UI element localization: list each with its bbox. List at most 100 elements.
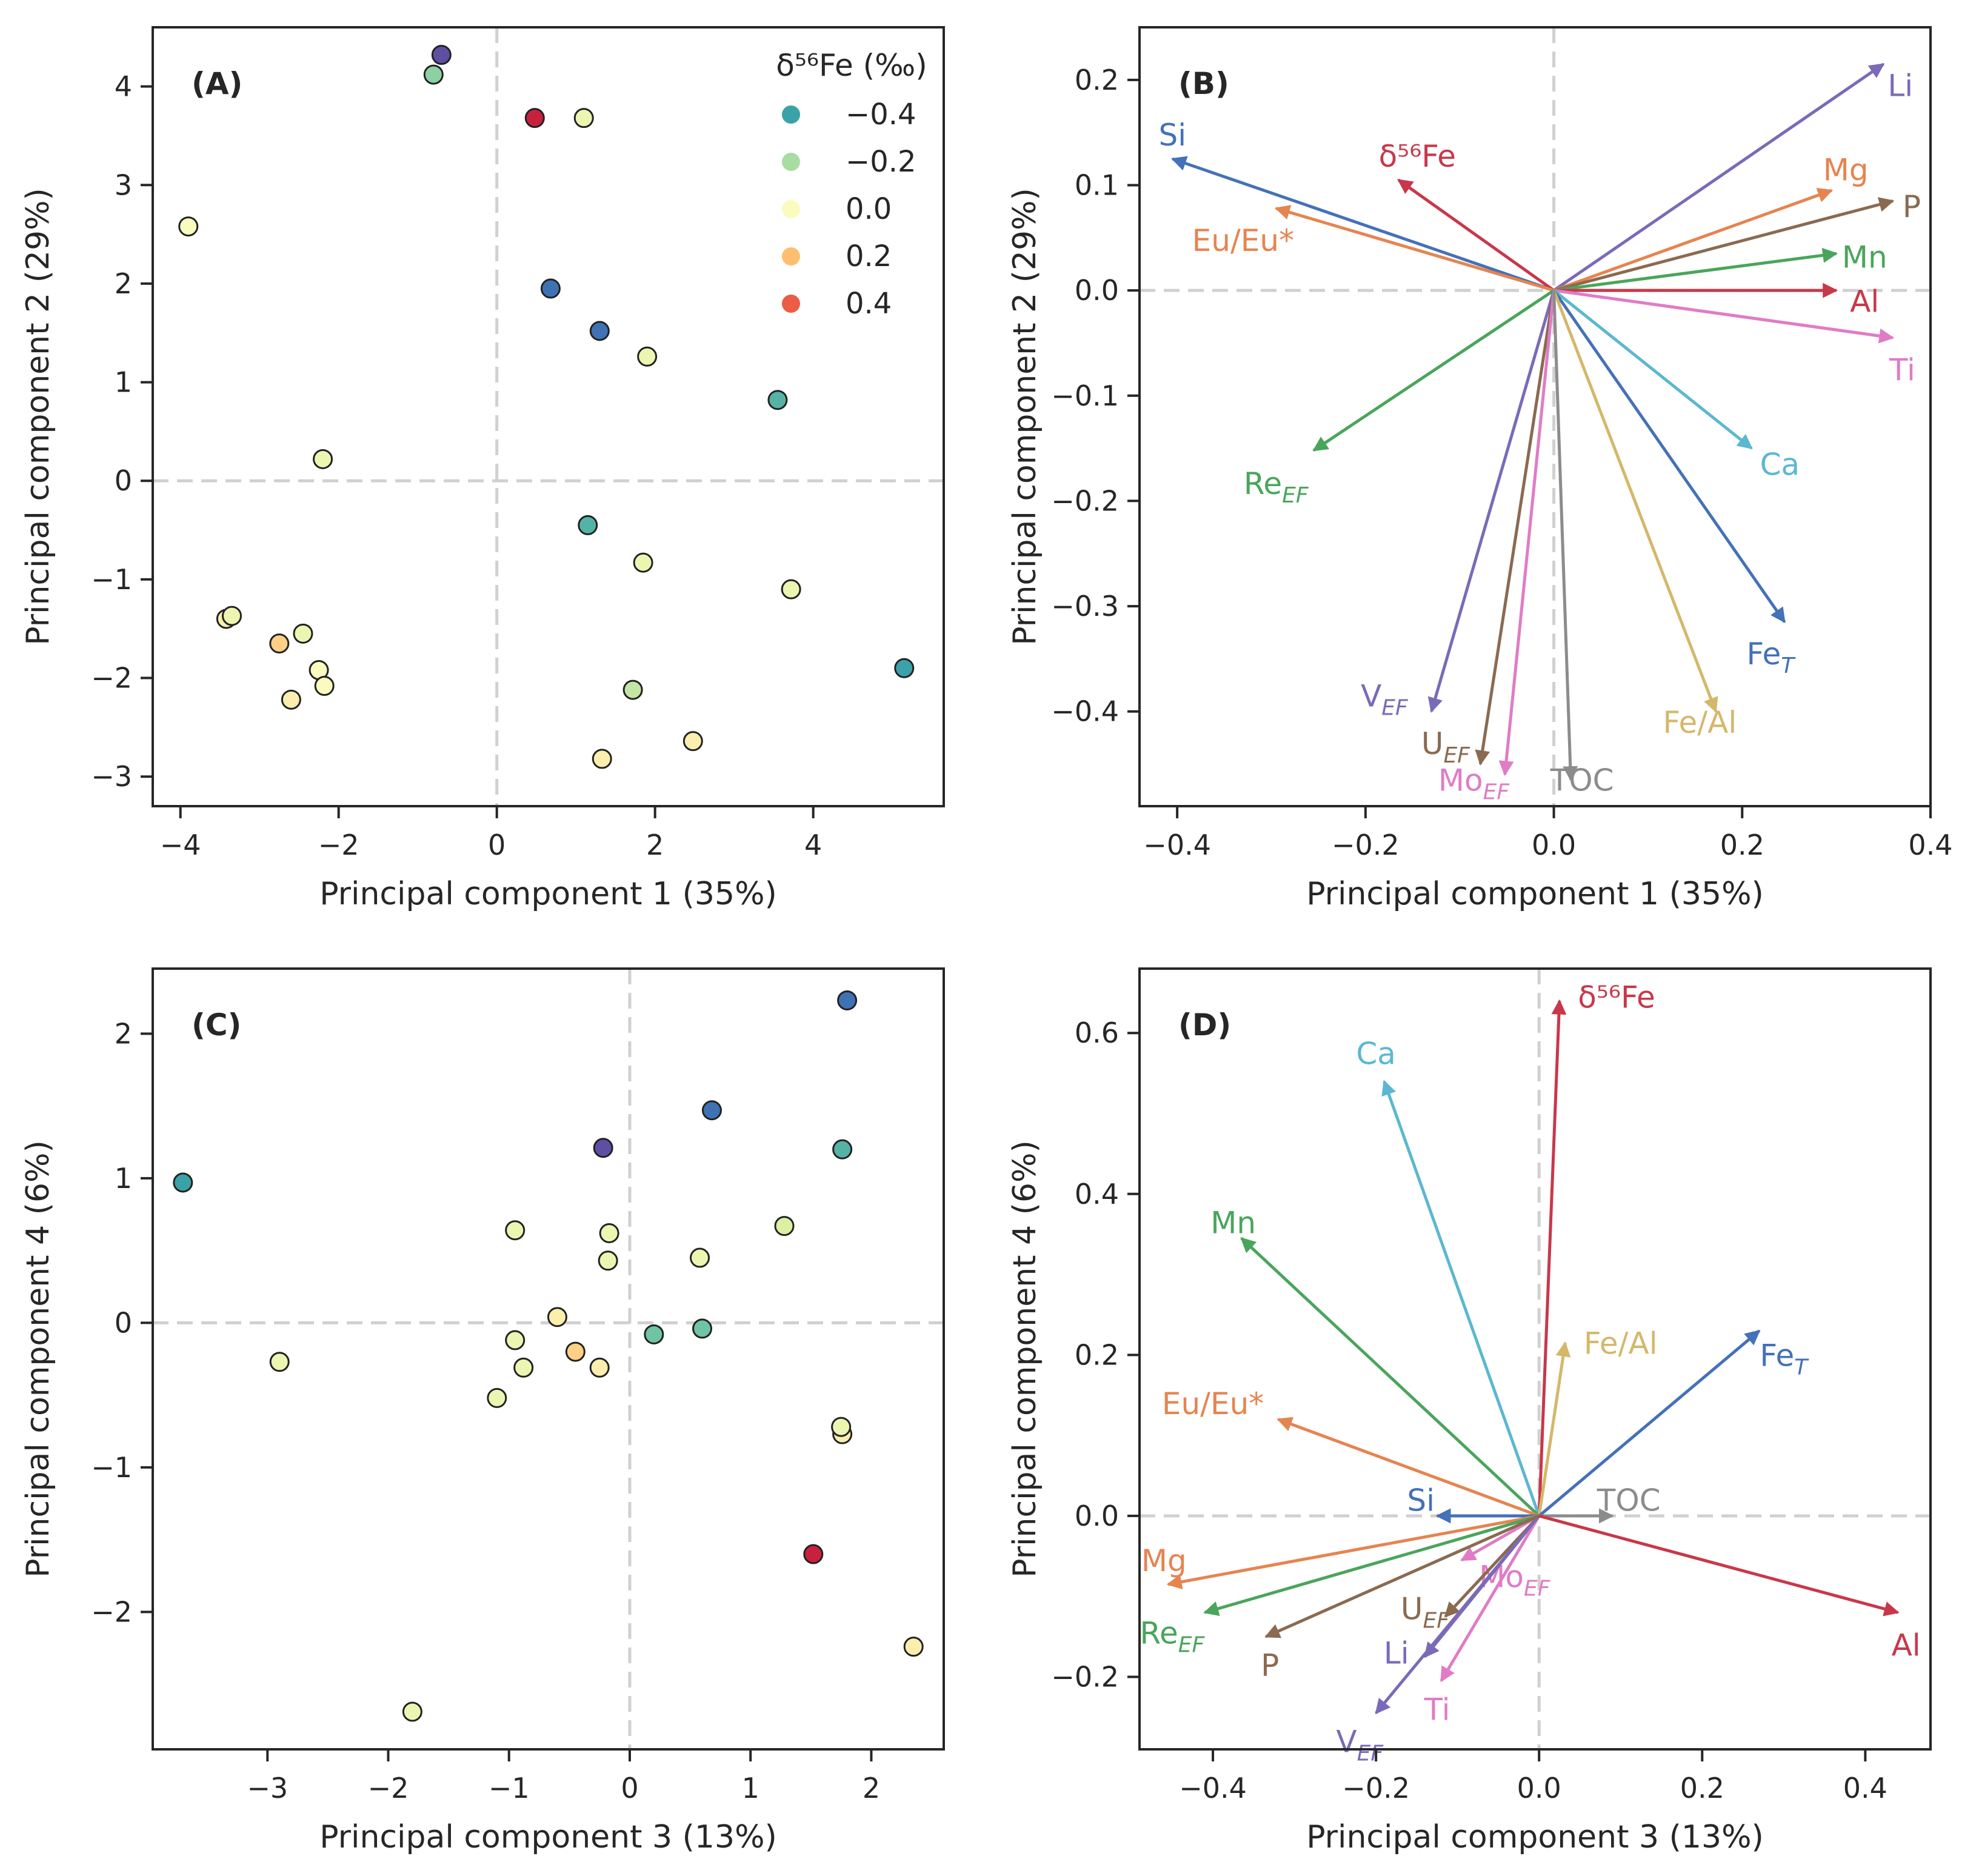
panel-a-y-tick-label: 4 bbox=[115, 70, 132, 103]
panel-d-y-tick-label: 0.2 bbox=[1075, 1338, 1119, 1371]
legend-entry-label: 0.4 bbox=[846, 287, 892, 321]
panel-d-frame bbox=[1138, 967, 1932, 1751]
panel-b: Li Si δ⁵⁶Fe Mg P Eu/Eu* Mn Al Ti Ca ReEF FeT Fe/Al VE… bbox=[1007, 26, 1953, 912]
loading-label-fet: FeT bbox=[1746, 636, 1796, 678]
scatter-point bbox=[633, 552, 653, 573]
loading-arrow-vef bbox=[1427, 290, 1555, 713]
scatter-point bbox=[178, 216, 199, 237]
panel-b-x-tick-label: −0.2 bbox=[1332, 829, 1400, 861]
panel-a-x-tick-label: −2 bbox=[318, 829, 359, 861]
scatter-point bbox=[505, 1330, 526, 1350]
panel-d-x-tick-label: −0.4 bbox=[1179, 1772, 1247, 1804]
panel-a-x-tick-label: 2 bbox=[646, 829, 664, 861]
loading-label-ca: Ca bbox=[1356, 1036, 1396, 1071]
loading-arrow-moef bbox=[1460, 1514, 1540, 1562]
loading-arrow-eu-eu bbox=[1274, 205, 1555, 292]
loading-arrow-ca bbox=[1381, 1080, 1541, 1517]
loading-label-vef: VEF bbox=[1336, 1724, 1384, 1766]
legend-marker bbox=[782, 295, 800, 313]
panel-b-y-tick-label: 0.1 bbox=[1075, 169, 1119, 201]
scatter-point bbox=[513, 1357, 534, 1378]
scatter-point bbox=[690, 1247, 710, 1268]
scatter-point bbox=[431, 45, 452, 65]
loading-arrow-mg bbox=[1553, 188, 1834, 292]
loading-label-uef: UEF bbox=[1401, 1592, 1450, 1634]
panel-c-frame bbox=[152, 967, 945, 1751]
loading-arrow-ti bbox=[1440, 1515, 1541, 1683]
panel-b-x-tick-label: 0.2 bbox=[1720, 829, 1764, 861]
scatter-point bbox=[682, 731, 703, 752]
loading-label-li: Li bbox=[1384, 1636, 1409, 1671]
legend-entry-label: 0.0 bbox=[846, 192, 892, 226]
loading-label-moef: MoEF bbox=[1438, 763, 1510, 805]
loading-arrow-eu-eu bbox=[1277, 1417, 1540, 1518]
scatter-point bbox=[894, 658, 915, 678]
loading-label-eu-eu: Eu/Eu* bbox=[1192, 223, 1294, 258]
loading-arrow-ti bbox=[1553, 289, 1895, 344]
legend-entry-label: 0.2 bbox=[846, 239, 892, 273]
loading-label-toc: TOC bbox=[1597, 1483, 1661, 1518]
panel-a-y-tick-label: −2 bbox=[91, 662, 132, 695]
scatter-point bbox=[573, 108, 594, 129]
scatter-point bbox=[599, 1223, 619, 1243]
panel-b-y-tick-label: 0.2 bbox=[1075, 64, 1119, 96]
scatter-point bbox=[487, 1387, 507, 1408]
loading-label-mg: Mg bbox=[1141, 1543, 1187, 1578]
scatter-point bbox=[293, 623, 313, 644]
legend-marker bbox=[782, 200, 800, 218]
loading-label-toc: TOC bbox=[1550, 763, 1614, 798]
panel-a-legend: δ⁵⁶Fe (‰) −0.4 −0.2 0.0 0.2 0.4 bbox=[776, 48, 927, 321]
panel-a-frame bbox=[152, 26, 945, 807]
panel-c-x-tick-label: 0 bbox=[621, 1772, 638, 1804]
scatter-point bbox=[173, 1172, 193, 1193]
loading-label-reef: ReEF bbox=[1140, 1615, 1205, 1657]
panel-c-y-tick-label: −2 bbox=[91, 1595, 132, 1628]
loading-label-p: P bbox=[1261, 1648, 1279, 1683]
scatter-point bbox=[540, 278, 561, 299]
panel-a-y-tick-label: −1 bbox=[91, 563, 132, 596]
loading-label-li: Li bbox=[1887, 68, 1913, 104]
loading-arrow-moef bbox=[1498, 290, 1556, 776]
panel-c-x-tick-label: −2 bbox=[368, 1772, 409, 1804]
scatter-point bbox=[598, 1250, 618, 1271]
panel-d: δ⁵⁶FeCaMnFe/AlFeTEu/Eu*SiTOCMoEFUEFLiTiV… bbox=[1007, 967, 1932, 1855]
loading-label-fe-al: Fe/Al bbox=[1584, 1326, 1658, 1361]
scatter-point bbox=[269, 633, 290, 654]
loading-arrow-p bbox=[1553, 197, 1895, 292]
scatter-point bbox=[314, 676, 335, 696]
panel-b-frame bbox=[1138, 26, 1932, 807]
panel-c-y-tick-label: 2 bbox=[115, 1017, 132, 1050]
scatter-point bbox=[402, 1701, 422, 1722]
loading-label-mn: Mn bbox=[1210, 1205, 1256, 1240]
scatter-point bbox=[637, 346, 658, 367]
loading-arrow-fe bbox=[1397, 178, 1555, 292]
legend-marker bbox=[782, 247, 800, 265]
panel-d-y-tick-label: 0.4 bbox=[1075, 1178, 1119, 1210]
panel-c-x-tick-label: 1 bbox=[742, 1772, 759, 1804]
loading-arrow-toc bbox=[1552, 290, 1578, 782]
panel-c: −3 −2 −1 0 1 2 −2 −1 0 1 2 (C) Principal component… bbox=[20, 967, 945, 1855]
scatter-point bbox=[565, 1341, 586, 1362]
loading-arrow-fe-al bbox=[1537, 1341, 1571, 1517]
panel-d-x-axis-label: Principal component 3 (13%) bbox=[1306, 1819, 1764, 1855]
panel-a: −4 −2 0 2 4 −3 −2 −1 0 1 2 3 4 (A) Principal compone… bbox=[20, 26, 945, 912]
loading-arrow-fet bbox=[1538, 1329, 1761, 1517]
panel-b-x-axis-label: Principal component 1 (35%) bbox=[1306, 876, 1764, 912]
loading-label-si: Si bbox=[1159, 118, 1187, 153]
loading-label-fe: δ⁵⁶Fe bbox=[1379, 139, 1456, 174]
panel-d-y-tick-label: 0.0 bbox=[1075, 1500, 1119, 1532]
scatter-point bbox=[592, 749, 612, 769]
scatter-point bbox=[524, 108, 545, 129]
loading-arrow-al bbox=[1538, 1514, 1900, 1617]
panel-a-x-tick-label: 4 bbox=[804, 829, 822, 861]
loading-arrow-mg bbox=[1166, 1514, 1540, 1590]
panel-d-label: (D) bbox=[1178, 1007, 1231, 1043]
loading-arrow-mn bbox=[1553, 247, 1838, 292]
panel-d-y-axis-label: Principal component 4 (6%) bbox=[1007, 1140, 1043, 1578]
panel-c-y-tick-label: 1 bbox=[115, 1162, 132, 1195]
loading-arrow-si bbox=[1171, 156, 1555, 292]
panel-b-y-tick-label: −0.1 bbox=[1051, 379, 1119, 412]
scatter-point bbox=[222, 606, 242, 626]
scatter-point bbox=[644, 1324, 664, 1344]
